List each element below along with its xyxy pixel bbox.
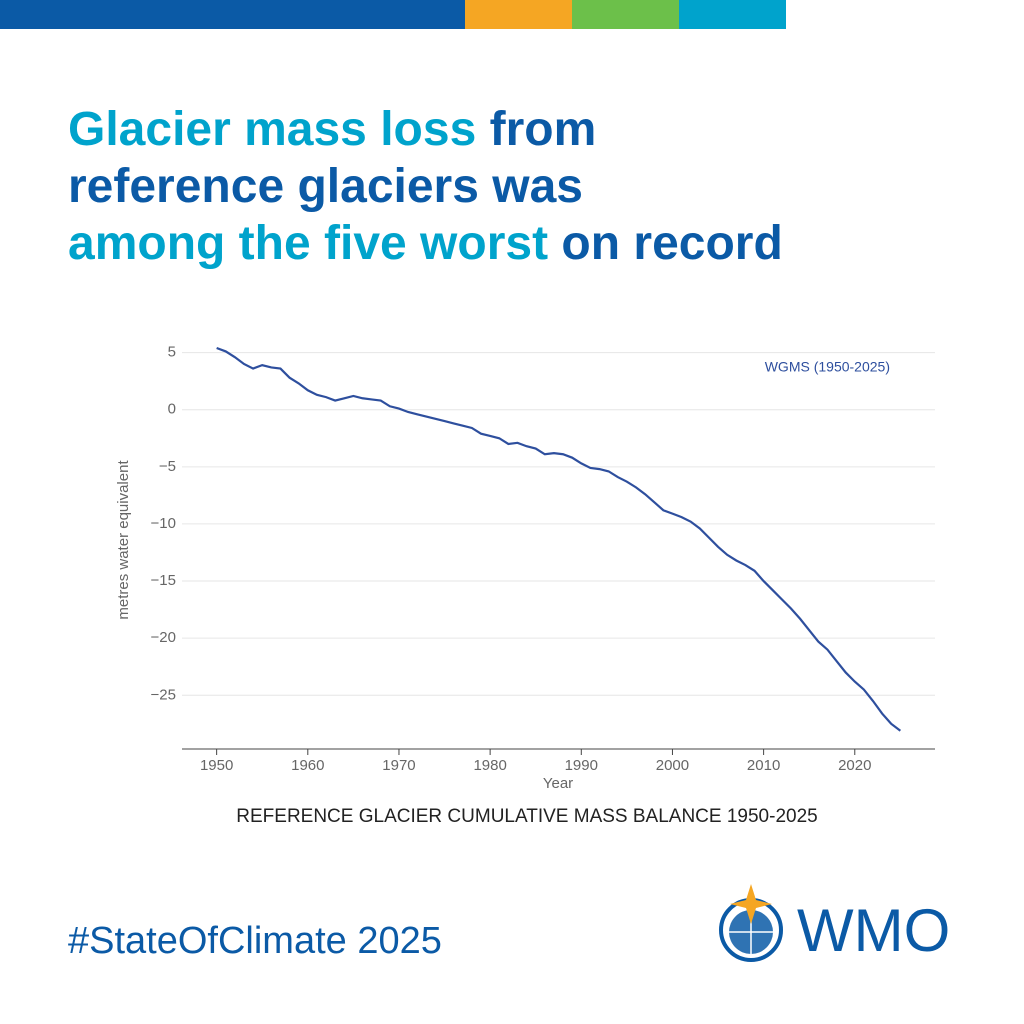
headline-segment: from bbox=[476, 103, 596, 156]
x-tick-label: 2020 bbox=[838, 757, 871, 774]
chart: 5 0 −5 −10 −15 −20 −25 1950 1960 1970 1980 1990 2000… bbox=[115, 344, 935, 827]
hashtag: #StateOfClimate 2025 bbox=[68, 920, 442, 962]
y-tick-label: −15 bbox=[151, 572, 176, 589]
x-tick-label: 1960 bbox=[291, 757, 324, 774]
x-tick-label: 2010 bbox=[747, 757, 780, 774]
headline-segment: reference glaciers was bbox=[68, 160, 583, 213]
x-tick-label: 1990 bbox=[565, 757, 598, 774]
legend-label: WGMS (1950-2025) bbox=[765, 359, 890, 375]
x-tick-label: 1980 bbox=[473, 757, 506, 774]
y-tick-label: −20 bbox=[151, 629, 176, 646]
data-line bbox=[216, 346, 902, 732]
chart-title: REFERENCE GLACIER CUMULATIVE MASS BALANC… bbox=[236, 806, 817, 827]
color-bar bbox=[465, 0, 572, 29]
headline-segment: among the five worst bbox=[68, 217, 548, 270]
color-bar bbox=[572, 0, 679, 29]
headline-segment: on record bbox=[548, 217, 783, 270]
x-tick-label: 1950 bbox=[200, 757, 233, 774]
headline-line: among the five worst on record bbox=[68, 217, 783, 270]
headline-segment: Glacier mass loss bbox=[68, 103, 476, 156]
x-tick-label: 2000 bbox=[656, 757, 689, 774]
y-tick-label: −5 bbox=[159, 458, 176, 475]
logo-text: WMO bbox=[797, 897, 950, 964]
x-tick-label: 1970 bbox=[382, 757, 415, 774]
y-tick-label: −25 bbox=[151, 686, 176, 703]
headline-line: Glacier mass loss from bbox=[68, 103, 596, 156]
x-axis-label: Year bbox=[543, 775, 573, 792]
y-tick-label: −10 bbox=[151, 515, 176, 532]
y-axis-label: metres water equivalent bbox=[115, 460, 132, 620]
y-tick-label: 5 bbox=[168, 344, 176, 361]
color-bar bbox=[0, 0, 465, 29]
color-bar bbox=[679, 0, 786, 29]
wmo-emblem bbox=[719, 884, 783, 962]
y-tick-label: 0 bbox=[168, 401, 176, 418]
headline-line: reference glaciers was bbox=[68, 160, 583, 213]
